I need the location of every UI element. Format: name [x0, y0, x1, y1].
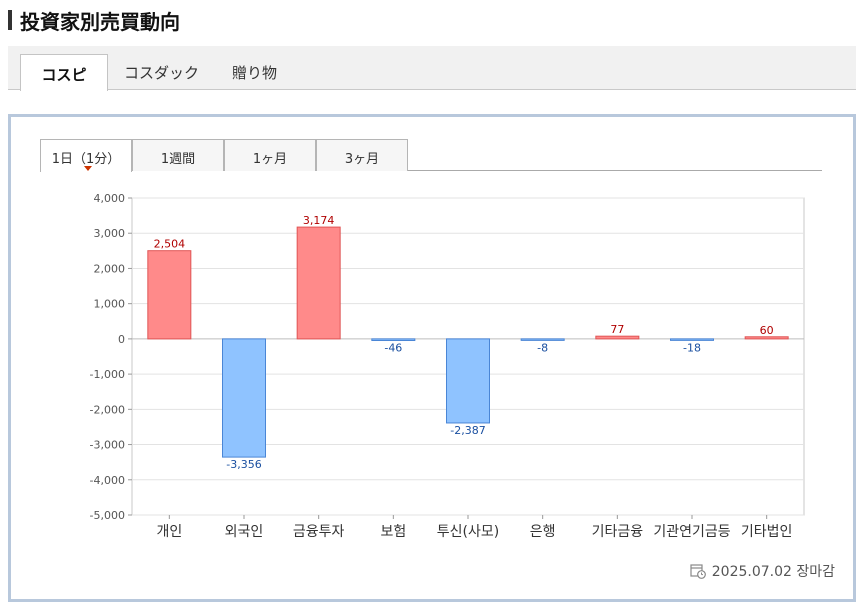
tab-3month[interactable]: 3ヶ月: [316, 139, 408, 171]
bar: [520, 338, 565, 341]
y-tick-label: 1,000: [94, 298, 126, 311]
bar: [670, 338, 714, 341]
data-label: 3,174: [303, 214, 335, 227]
page-title: 投資家別売買動向: [20, 9, 180, 34]
y-tick-label: -2,000: [90, 403, 125, 416]
market-close-stamp: 2025.07.02 장마감: [690, 561, 835, 581]
bar: [744, 336, 789, 340]
tab-gift[interactable]: 贈り物: [232, 64, 278, 82]
bar: [371, 338, 416, 342]
calendar-clock-icon: [690, 564, 706, 579]
tab-kospi[interactable]: コスピ: [20, 54, 108, 91]
x-category-label: 기관연기금등: [653, 524, 730, 540]
period-tab-bar: 1日（1分） 1週間 1ヶ月 3ヶ月: [40, 137, 822, 172]
title-marker: [8, 10, 12, 30]
x-category-label: 기타금융: [592, 524, 644, 540]
tab-1month[interactable]: 1ヶ月: [224, 139, 316, 171]
data-label: 2,504: [154, 238, 186, 251]
data-label: 60: [760, 324, 774, 337]
y-tick-label: -1,000: [90, 368, 125, 381]
x-category-label: 기타법인: [741, 524, 793, 540]
x-category-label: 보험: [380, 524, 406, 540]
x-category-label: 개인: [156, 524, 182, 540]
data-label: -3,356: [226, 458, 261, 471]
tab-kosdaq[interactable]: コスダック: [124, 64, 200, 82]
x-category-label: 외국인: [225, 524, 264, 540]
y-tick-label: -4,000: [90, 474, 125, 487]
y-tick-label: -5,000: [90, 509, 125, 522]
x-category-label: 은행: [530, 524, 556, 540]
y-tick-label: 4,000: [94, 192, 126, 205]
data-label: -2,387: [450, 424, 485, 437]
market-tab-bar: コスピ コスダック 贈り物: [8, 46, 856, 91]
y-tick-label: 2,000: [94, 262, 126, 275]
y-tick-label: 0: [118, 333, 125, 346]
investor-bar-chart: 4,000 3,000 2,000 1,000 0 -1,000 -2,000 -3,000 -…: [90, 192, 805, 540]
bar: [222, 338, 266, 458]
x-category-label: 금융투자: [293, 524, 345, 540]
timestamp-text: 2025.07.02 장마감: [711, 564, 835, 580]
x-category-label: 투신(사모): [437, 524, 499, 540]
bar: [595, 335, 640, 340]
active-tab-caret-icon: [84, 166, 92, 171]
y-tick-label: 3,000: [94, 227, 126, 240]
bar: [446, 338, 490, 424]
y-tick-label: -3,000: [90, 439, 125, 452]
data-label: -8: [537, 341, 548, 354]
chart-panel: 1日（1分） 1週間 1ヶ月 3ヶ月 4,000 3,000 2,000 1,000 0…: [8, 114, 856, 602]
tab-1week[interactable]: 1週間: [132, 139, 224, 171]
page-title-bar: 投資家別売買動向: [8, 6, 180, 34]
bar: [147, 250, 192, 340]
data-label: 77: [610, 323, 624, 336]
data-label: -46: [384, 342, 402, 355]
bar: [296, 226, 341, 340]
data-label: -18: [683, 341, 701, 354]
